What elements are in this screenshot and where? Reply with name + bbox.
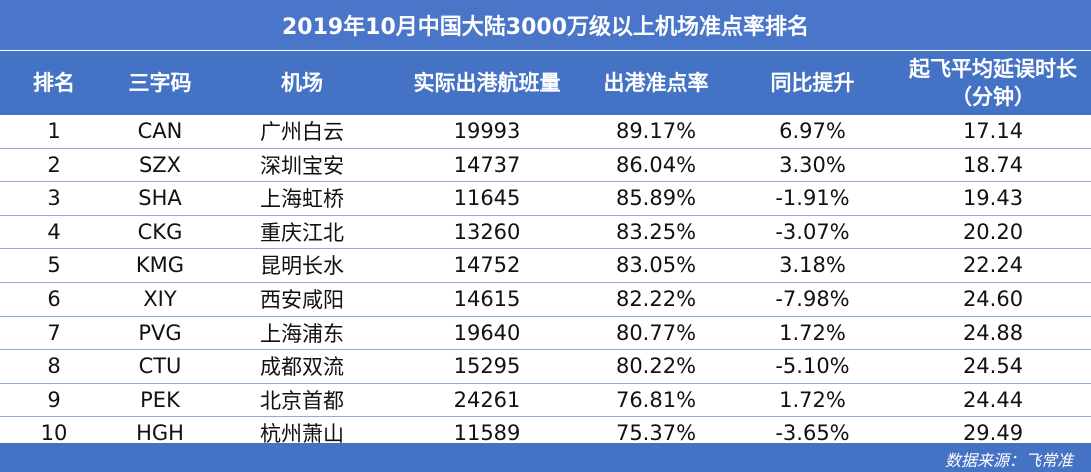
cell-ontime: 80.22% [615, 354, 697, 379]
table-row: 2 SZX 深圳宝安 14737 86.04% 3.30% 18.74 [0, 149, 1091, 183]
cell-delay: 19.43 [962, 186, 1024, 211]
cell-flights: 11645 [453, 186, 521, 211]
cell-flights: 14737 [453, 152, 521, 177]
cell-code: SHA [138, 186, 182, 211]
cell-flights: 14615 [453, 286, 521, 311]
footer-bar: 数据来源：飞常准 [0, 443, 1091, 472]
header-delay-line1: 起飞平均延误时长 [909, 57, 1077, 81]
table-row: 6 XIY 西安咸阳 14615 82.22% -7.98% 24.60 [0, 283, 1091, 317]
cell-rank: 1 [47, 119, 61, 143]
cell-rank: 7 [47, 320, 61, 345]
cell-airport: 深圳宝安 [260, 153, 344, 178]
cell-code: PVG [138, 320, 182, 345]
cell-airport: 昆明长水 [260, 254, 344, 279]
cell-airport: 上海虹桥 [260, 187, 344, 212]
header-airport: 机场 [281, 71, 323, 95]
cell-ontime: 83.25% [615, 219, 697, 244]
cell-flights: 15295 [453, 354, 521, 379]
cell-yoy: -3.07% [775, 219, 850, 244]
header-code: 三字码 [128, 71, 192, 95]
cell-delay: 24.60 [962, 286, 1024, 311]
source-note: 数据来源：飞常准 [944, 451, 1073, 470]
cell-delay: 17.14 [962, 119, 1024, 143]
cell-rank: 10 [40, 421, 68, 446]
cell-ontime: 89.17% [615, 119, 697, 143]
cell-ontime: 76.81% [615, 387, 697, 412]
header-delay-line2: （分钟） [951, 85, 1035, 109]
cell-flights: 14752 [453, 253, 521, 278]
cell-code: KMG [135, 253, 185, 278]
cell-yoy: -1.91% [775, 186, 850, 211]
header-delay: 起飞平均延误时长 （分钟） [895, 51, 1091, 115]
cell-ontime: 85.89% [615, 186, 697, 211]
table-row: 4 CKG 重庆江北 13260 83.25% -3.07% 20.20 [0, 216, 1091, 250]
cell-flights: 24261 [453, 387, 521, 412]
table-row: 5 KMG 昆明长水 14752 83.05% 3.18% 22.24 [0, 249, 1091, 283]
cell-flights: 19993 [453, 119, 521, 143]
cell-rank: 4 [47, 219, 61, 244]
cell-airport: 成都双流 [260, 355, 344, 380]
table-row: 7 PVG 上海浦东 19640 80.77% 1.72% 24.88 [0, 317, 1091, 351]
cell-code: PEK [140, 387, 180, 412]
cell-flights: 19640 [453, 320, 521, 345]
table-row: 9 PEK 北京首都 24261 76.81% 1.72% 24.44 [0, 384, 1091, 418]
cell-ontime: 83.05% [615, 253, 697, 278]
header-yoy: 同比提升 [770, 71, 855, 95]
cell-delay: 22.24 [962, 253, 1024, 278]
header-rank: 排名 [33, 71, 75, 95]
cell-rank: 9 [47, 387, 61, 412]
cell-airport: 西安咸阳 [260, 287, 344, 312]
cell-rank: 8 [47, 354, 61, 379]
cell-airport: 北京首都 [260, 388, 344, 413]
cell-code: CTU [138, 354, 182, 379]
cell-yoy: 6.97% [779, 119, 846, 143]
table-row: 10 HGH 杭州萧山 11589 75.37% -3.65% 29.49 [0, 417, 1091, 451]
cell-delay: 20.20 [962, 219, 1024, 244]
cell-code: CKG [137, 219, 183, 244]
cell-flights: 11589 [453, 421, 521, 446]
cell-yoy: 3.18% [779, 253, 846, 278]
cell-rank: 6 [47, 286, 61, 311]
cell-code: XIY [143, 286, 177, 311]
cell-delay: 24.54 [962, 354, 1024, 379]
cell-yoy: 3.30% [779, 152, 846, 177]
cell-airport: 杭州萧山 [260, 422, 344, 447]
cell-rank: 3 [47, 186, 61, 211]
cell-delay: 18.74 [962, 152, 1024, 177]
cell-airport: 重庆江北 [260, 220, 344, 245]
cell-ontime: 82.22% [615, 286, 697, 311]
table-header-row: 排名 三字码 机场 实际出港航班量 出港准点率 同比提升 起飞平均延误时长 （分… [0, 51, 1091, 115]
cell-rank: 5 [47, 253, 61, 278]
cell-ontime: 80.77% [615, 320, 697, 345]
cell-code: CAN [137, 119, 183, 143]
cell-yoy: 1.72% [779, 387, 846, 412]
table-row: 1 CAN 广州白云 19993 89.17% 6.97% 17.14 [0, 115, 1091, 149]
cell-ontime: 75.37% [615, 421, 697, 446]
cell-yoy: -7.98% [775, 286, 850, 311]
table-row: 3 SHA 上海虹桥 11645 85.89% -1.91% 19.43 [0, 182, 1091, 216]
cell-yoy: -5.10% [775, 354, 850, 379]
header-ontime: 出港准点率 [603, 71, 709, 95]
table-body: 1 CAN 广州白云 19993 89.17% 6.97% 17.14 2 SZX 深圳宝安 147… [0, 115, 1091, 451]
cell-flights: 13260 [453, 219, 521, 244]
header-flights: 实际出港航班量 [413, 71, 561, 95]
cell-delay: 24.88 [962, 320, 1024, 345]
cell-delay: 24.44 [962, 387, 1024, 412]
table-title: 2019年10月中国大陆3000万级以上机场准点率排名 [0, 0, 1091, 51]
cell-airport: 上海浦东 [260, 321, 344, 346]
table-row: 8 CTU 成都双流 15295 80.22% -5.10% 24.54 [0, 350, 1091, 384]
cell-code: SZX [138, 152, 182, 177]
cell-yoy: -3.65% [775, 421, 850, 446]
cell-code: HGH [136, 421, 184, 446]
cell-airport: 广州白云 [260, 120, 344, 144]
cell-delay: 29.49 [962, 421, 1024, 446]
cell-ontime: 86.04% [615, 152, 697, 177]
cell-yoy: 1.72% [779, 320, 846, 345]
cell-rank: 2 [47, 152, 61, 177]
